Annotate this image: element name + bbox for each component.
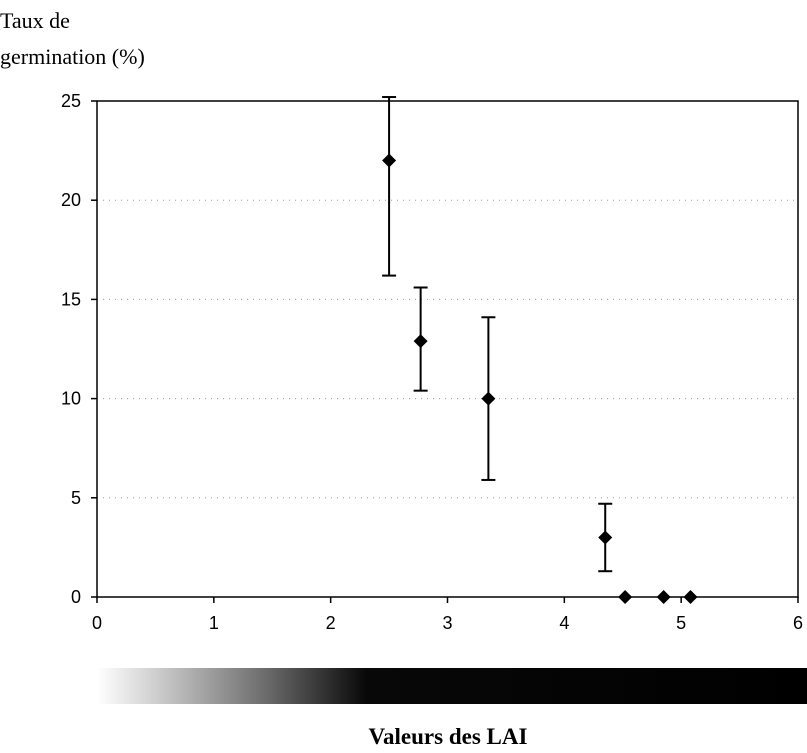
x-tick-label-5: 5 bbox=[676, 613, 686, 633]
y-axis-ticks: 0 5 10 15 20 25 bbox=[61, 91, 97, 607]
x-tick-label-0: 0 bbox=[92, 613, 102, 633]
y-axis-title-line-1: Taux de bbox=[0, 8, 70, 33]
y-axis-title-line-2: germination (%) bbox=[0, 44, 145, 69]
y-tick-label-5: 25 bbox=[61, 91, 81, 111]
y-tick-label-2: 10 bbox=[61, 389, 81, 409]
y-tick-label-4: 20 bbox=[61, 190, 81, 210]
data-point-1 bbox=[413, 334, 428, 349]
data-point-5 bbox=[656, 590, 671, 604]
y-tick-label-0: 0 bbox=[71, 587, 81, 607]
data-point-3 bbox=[598, 530, 613, 545]
x-tick-label-4: 4 bbox=[559, 613, 569, 633]
data-point-2 bbox=[481, 391, 496, 406]
x-axis-ticks: 0 1 2 3 4 5 6 bbox=[92, 597, 803, 633]
x-tick-label-3: 3 bbox=[442, 613, 452, 633]
x-tick-label-6: 6 bbox=[793, 613, 803, 633]
gridlines bbox=[97, 199, 798, 499]
x-tick-label-2: 2 bbox=[326, 613, 336, 633]
x-axis-title: Valeurs des LAI bbox=[369, 724, 528, 749]
data-point-0 bbox=[382, 153, 397, 168]
y-tick-label-3: 15 bbox=[61, 289, 81, 309]
x-tick-label-1: 1 bbox=[209, 613, 219, 633]
data-point-6 bbox=[683, 590, 698, 604]
plot-area-frame bbox=[96, 100, 799, 598]
data-point-4 bbox=[618, 590, 633, 604]
y-tick-label-1: 5 bbox=[71, 488, 81, 508]
error-bars bbox=[382, 96, 613, 573]
lai-gradient-bar bbox=[97, 668, 807, 704]
data-points bbox=[382, 153, 698, 604]
